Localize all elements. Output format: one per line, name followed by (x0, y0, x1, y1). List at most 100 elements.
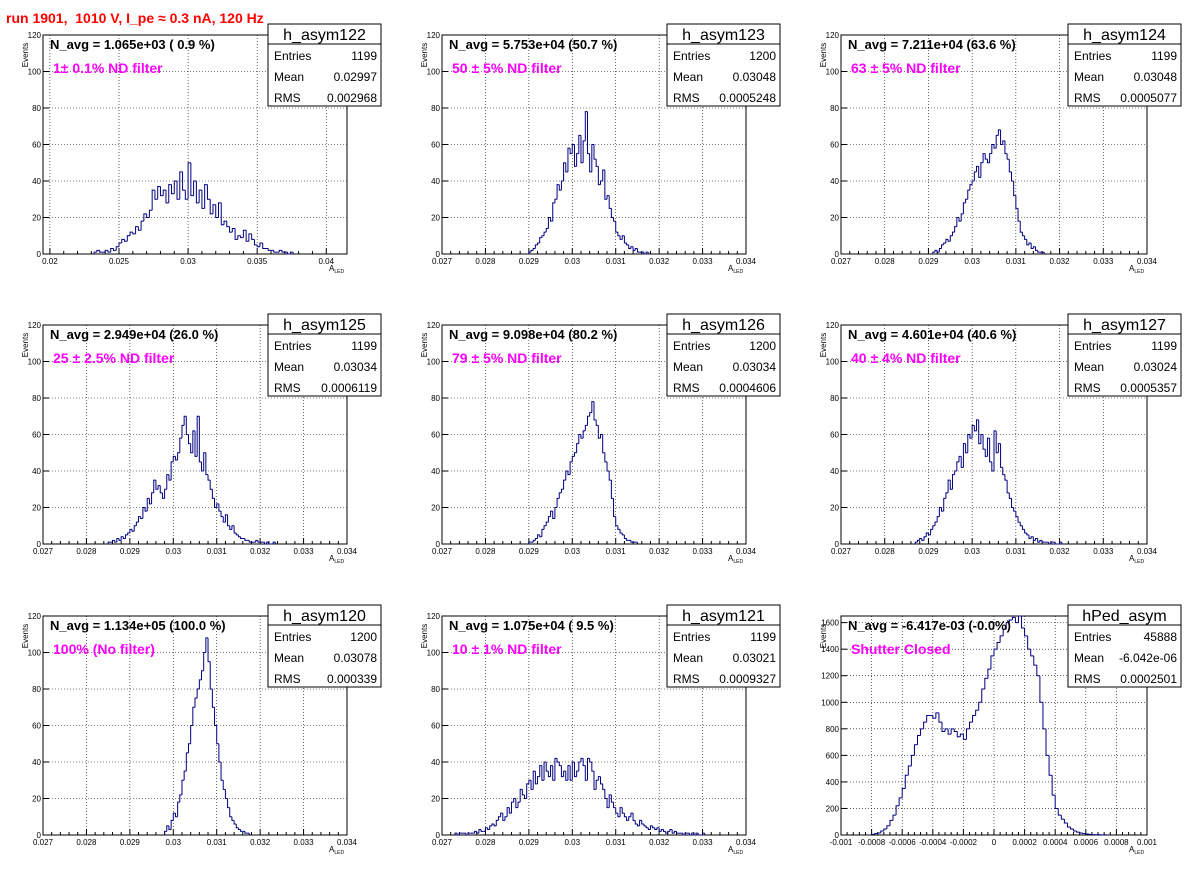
histogram-bin (947, 239, 951, 242)
histogram-bin (645, 825, 649, 829)
panel-hPed_asym: -0.001 -0.0008 -0.0006 -0.0004 -0.0002 0 0.000… (819, 604, 1182, 856)
histogram-bin (218, 503, 222, 512)
histogram-bin (615, 221, 618, 233)
histogram-bin (487, 827, 490, 831)
histogram-bin (580, 434, 584, 439)
histogram-bin (643, 824, 647, 827)
x-tick-label: 0.029 (519, 547, 540, 556)
histogram-bin (682, 833, 686, 836)
histogram-bin (182, 171, 186, 191)
stat-key: Mean (274, 70, 304, 84)
stat-value: 1199 (1151, 339, 1177, 353)
histogram-bin (617, 232, 621, 237)
histogram-bin (552, 511, 555, 519)
histogram-bin (565, 771, 568, 781)
histogram-bin (576, 153, 579, 167)
histogram-bin (654, 827, 657, 831)
histogram-bin (220, 511, 224, 518)
histogram-bin (989, 438, 992, 463)
histogram-bin (978, 701, 982, 711)
histogram-bin (604, 452, 608, 463)
histogram-bin (967, 189, 970, 200)
histogram-bin (586, 415, 590, 426)
histogram-bin (1079, 832, 1083, 834)
histogram-bin (125, 534, 128, 539)
histogram-bin (1008, 619, 1013, 623)
x-tick-label: 0.029 (120, 838, 141, 847)
stat-key: Entries (673, 49, 710, 63)
histogram-bin (1048, 542, 1051, 545)
histogram-bin (185, 416, 189, 435)
histogram-bin (996, 642, 1001, 650)
histogram-bin (986, 159, 990, 164)
histogram-bin (541, 235, 545, 238)
y-tick-label: 1200 (821, 672, 839, 681)
histogram-bin (989, 153, 992, 163)
histogram-bin (484, 827, 488, 832)
y-tick-label: 40 (32, 177, 41, 186)
histogram-bin (632, 246, 636, 251)
histogram-bin (140, 516, 143, 519)
stat-key: RMS (673, 91, 700, 105)
x-tick-label: 0.033 (1093, 547, 1114, 556)
y-axis-label: Events (819, 624, 828, 648)
histogram-name: h_asym121 (682, 608, 765, 625)
y-tick-label: 20 (431, 504, 440, 513)
histogram-bin (684, 832, 688, 835)
histogram-bin (943, 242, 946, 245)
histogram-bin (116, 538, 119, 543)
y-tick-label: 20 (830, 504, 839, 513)
histogram-bin (621, 235, 625, 240)
histogram-bin (256, 244, 260, 248)
y-axis-label: Events (420, 624, 429, 648)
y-tick-label: 40 (431, 467, 440, 476)
y-axis-label: Events (819, 43, 828, 67)
run-title: run 1901, 1010 V, I_pe ≈ 0.3 nA, 120 Hz (6, 10, 264, 26)
stat-key: Entries (1074, 339, 1111, 353)
y-axis-label: Events (420, 333, 429, 357)
histogram-bin (941, 507, 944, 512)
histogram-bin (273, 250, 277, 253)
histogram-bin (204, 184, 208, 209)
histogram-bin (129, 528, 133, 534)
x-axis-label: ALED (1129, 264, 1144, 275)
y-tick-label: 100 (28, 358, 42, 367)
histogram-bin (187, 743, 191, 753)
stat-value: 0.002968 (327, 91, 377, 105)
histogram-bin (604, 789, 608, 799)
histogram-bin (636, 248, 640, 253)
histogram-bin (1059, 541, 1062, 544)
histogram-bin (1024, 235, 1027, 240)
histogram-bin (602, 783, 605, 790)
n-avg-label: N_avg = 1.134e+05 (100.0 %) (50, 618, 226, 633)
histogram-bin (190, 162, 194, 197)
filter-label: 63 ± 5% ND filter (851, 60, 961, 76)
histogram-bin (278, 249, 283, 253)
y-tick-label: 120 (28, 321, 42, 330)
histogram-bin (476, 831, 479, 834)
histogram-bin (962, 734, 967, 740)
histogram-bin (965, 443, 968, 454)
histogram-bin (975, 709, 979, 716)
histogram-bin (982, 434, 986, 450)
histogram-bin (1011, 616, 1016, 620)
x-axis-label: ALED (728, 845, 743, 856)
histogram-bin (923, 721, 927, 729)
histogram-bin (539, 534, 542, 538)
x-tick-label: 0.03 (165, 547, 181, 556)
panel-h_asym123: 0.027 0.028 0.029 0.03 0.031 0.032 0.033 0.034 0… (420, 23, 781, 275)
stat-key: RMS (274, 672, 301, 686)
histogram-bin (107, 250, 111, 253)
y-tick-label: 20 (32, 795, 41, 804)
panel-h_asym120: 0.027 0.028 0.029 0.03 0.031 0.032 0.033 0.034 0… (21, 604, 382, 856)
y-tick-label: 400 (826, 778, 840, 787)
histogram-bin (982, 153, 986, 163)
histogram-bin (478, 829, 482, 834)
histogram-bin (214, 498, 217, 508)
stat-value: 0.03034 (733, 360, 777, 374)
n-avg-label: N_avg = 7.211e+04 (63.6 %) (848, 37, 1016, 52)
y-tick-label: 60 (830, 431, 839, 440)
y-tick-label: 40 (32, 467, 41, 476)
histogram-bin (144, 507, 148, 512)
histogram-bin (1013, 507, 1016, 512)
